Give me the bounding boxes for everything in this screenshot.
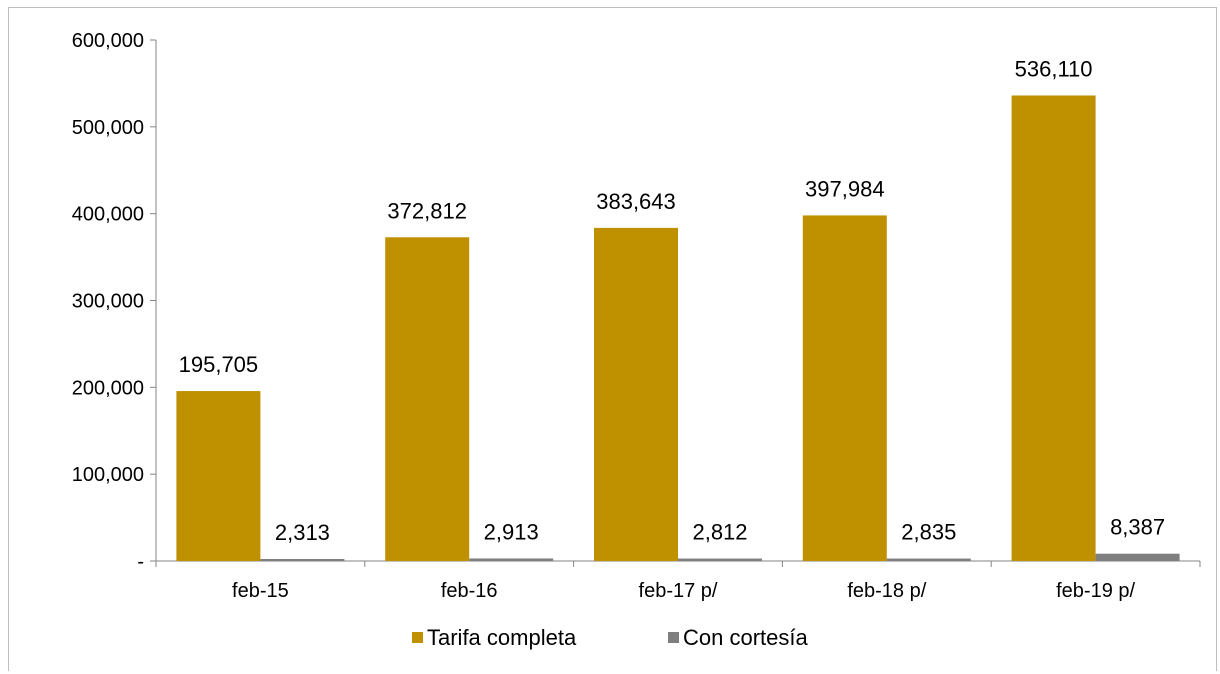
bar (678, 558, 762, 561)
y-tick-label: - (137, 551, 144, 573)
y-tick-label: 400,000 (72, 204, 144, 226)
data-label: 8,387 (1110, 515, 1165, 540)
y-tick-label: 500,000 (72, 117, 144, 139)
bar (469, 558, 554, 561)
legend-swatch (412, 632, 423, 643)
legend-label: Tarifa completa (427, 625, 577, 650)
bar (1011, 95, 1096, 561)
legend-label: Con cortesía (683, 625, 808, 650)
y-tick-label: 100,000 (72, 464, 144, 486)
x-tick-label: feb-19 p/ (1056, 580, 1135, 602)
bar (385, 237, 470, 562)
data-label: 2,835 (901, 520, 956, 545)
x-tick-label: feb-17 p/ (639, 580, 718, 602)
data-label: 383,643 (596, 189, 676, 214)
bar (176, 391, 261, 561)
data-label: 2,812 (692, 520, 747, 545)
data-label: 372,812 (387, 198, 467, 223)
data-label: 2,913 (484, 519, 539, 544)
bars (176, 95, 1180, 562)
y-tick-label: 600,000 (72, 30, 144, 52)
data-label: 397,984 (805, 176, 885, 201)
y-tick-label: 200,000 (72, 377, 144, 399)
data-label: 2,313 (275, 520, 330, 545)
data-labels: 195,705 2,313 372,812 2,913 383,643 2,812 397,… (179, 56, 1165, 545)
axes: - 100,000 200,000 300,000 400,000 500,000 600,… (72, 30, 1201, 602)
bar (802, 215, 887, 561)
x-tick-label: feb-16 (441, 580, 498, 602)
data-label: 195,705 (179, 352, 259, 377)
bar (886, 558, 971, 561)
legend: Tarifa completa Con cortesía (412, 625, 808, 650)
bar (1095, 553, 1180, 561)
bar (260, 558, 345, 561)
legend-swatch (668, 632, 679, 643)
x-tick-label: feb-15 (232, 580, 289, 602)
y-tick-label: 300,000 (72, 291, 144, 313)
bar (594, 227, 678, 561)
chart-frame (8, 7, 1217, 671)
data-label: 536,110 (1015, 56, 1093, 81)
x-tick-label: feb-18 p/ (847, 580, 926, 602)
